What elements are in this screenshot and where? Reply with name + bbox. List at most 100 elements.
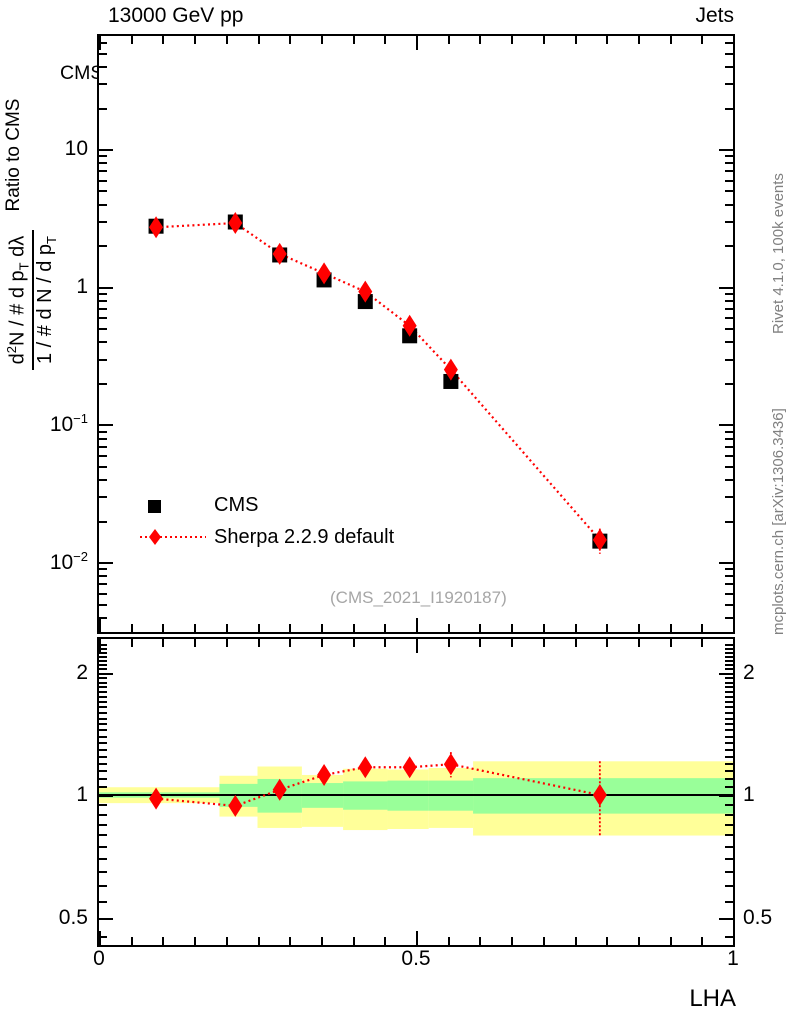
- axis-tick: [99, 358, 107, 361]
- axis-tick: [99, 858, 107, 861]
- axis-tick: [99, 66, 107, 69]
- main-plot-canvas: [148, 212, 608, 554]
- axis-tick: [637, 937, 640, 945]
- ratio-y-axis-tick-label: 2: [76, 660, 88, 684]
- axis-tick: [725, 735, 733, 738]
- axis-tick: [320, 937, 323, 945]
- axis-tick: [479, 624, 482, 632]
- axis-tick: [257, 639, 260, 647]
- axis-tick: [719, 562, 733, 565]
- axis-tick: [669, 937, 672, 945]
- axis-tick: [701, 639, 704, 647]
- ratio-y-axis-title: Ratio to CMS: [0, 99, 28, 910]
- axis-tick: [99, 479, 107, 482]
- axis-tick: [99, 437, 107, 440]
- main-plot-panel: [97, 34, 735, 634]
- axis-tick: [479, 937, 482, 945]
- ratio-y-axis-tick-label: 0.5: [58, 905, 88, 929]
- axis-tick: [725, 701, 733, 704]
- axis-tick: [99, 900, 107, 903]
- axis-tick: [725, 651, 733, 654]
- axis-tick: [99, 575, 107, 578]
- axis-tick: [130, 937, 133, 945]
- axis-tick: [725, 823, 733, 826]
- axis-tick: [99, 676, 107, 679]
- axis-tick: [99, 155, 107, 158]
- axis-tick: [99, 686, 107, 689]
- axis-tick: [542, 36, 545, 44]
- axis-tick: [725, 813, 733, 816]
- axis-tick: [725, 41, 733, 44]
- axis-tick: [99, 663, 107, 666]
- axis-tick: [99, 430, 107, 433]
- rivet-credit-text: Rivet 4.1.0, 100k events: [770, 173, 786, 334]
- analysis-id-watermark: (CMS_2021_I1920187): [330, 588, 507, 607]
- axis-tick: [99, 341, 107, 344]
- axis-tick: [320, 639, 323, 647]
- axis-tick: [352, 36, 355, 44]
- process-label: Jets: [695, 4, 734, 27]
- axis-tick: [130, 639, 133, 647]
- axis-tick: [99, 36, 101, 50]
- axis-tick: [99, 823, 107, 826]
- mcplots-credit: mcplots.cern.ch [arXiv:1306.3436]: [752, 340, 786, 635]
- axis-tick: [352, 624, 355, 632]
- axis-tick: [99, 681, 107, 684]
- axis-tick: [99, 643, 107, 646]
- axis-tick: [725, 603, 733, 606]
- axis-tick: [725, 170, 733, 173]
- axis-tick: [99, 834, 107, 837]
- axis-tick: [99, 748, 107, 751]
- axis-tick: [99, 293, 107, 295]
- axis-tick: [606, 937, 609, 945]
- axis-tick: [725, 686, 733, 689]
- axis-tick: [99, 741, 107, 744]
- axis-tick: [725, 643, 733, 646]
- ratio-y-axis-tick-label-right: 0.5: [743, 905, 773, 929]
- axis-tick: [416, 36, 418, 50]
- axis-tick: [479, 36, 482, 44]
- axis-tick: [99, 179, 107, 182]
- legend-marker-square: [140, 493, 206, 517]
- axis-tick: [725, 465, 733, 468]
- axis-tick: [719, 424, 733, 427]
- axis-tick: [130, 36, 133, 44]
- axis-tick: [99, 568, 107, 571]
- axis-tick: [725, 328, 733, 331]
- axis-tick: [99, 562, 113, 565]
- axis-tick: [99, 696, 107, 699]
- axis-tick: [725, 66, 733, 69]
- axis-tick: [99, 203, 107, 206]
- axis-tick: [99, 592, 107, 595]
- axis-tick: [606, 624, 609, 632]
- axis-tick: [725, 845, 733, 848]
- axis-tick: [725, 616, 733, 619]
- y-axis-denominator: 1 / # d N / d pT: [34, 236, 60, 365]
- axis-tick: [99, 616, 107, 619]
- axis-tick: [637, 639, 640, 647]
- axis-tick: [511, 624, 514, 632]
- axis-tick: [725, 83, 733, 86]
- axis-tick: [511, 937, 514, 945]
- axis-tick: [99, 454, 107, 457]
- axis-tick: [225, 36, 228, 44]
- axis-tick: [542, 639, 545, 647]
- axis-tick: [99, 804, 107, 807]
- axis-tick: [99, 149, 113, 151]
- y-axis-tick-label: 10−2: [49, 549, 88, 575]
- axis-tick: [99, 639, 101, 653]
- axis-tick: [701, 937, 704, 945]
- y-axis-tick-label: 1: [76, 274, 88, 298]
- axis-tick: [99, 672, 107, 675]
- axis-tick: [725, 696, 733, 699]
- axis-tick: [99, 41, 107, 44]
- axis-tick: [289, 36, 292, 44]
- axis-tick: [725, 748, 733, 751]
- axis-tick: [447, 937, 450, 945]
- axis-tick: [225, 639, 228, 647]
- axis-tick: [719, 149, 733, 151]
- axis-tick: [669, 624, 672, 632]
- axis-tick: [162, 624, 165, 632]
- axis-tick: [447, 36, 450, 44]
- ratio-y-axis-tick-label: 1: [76, 783, 88, 806]
